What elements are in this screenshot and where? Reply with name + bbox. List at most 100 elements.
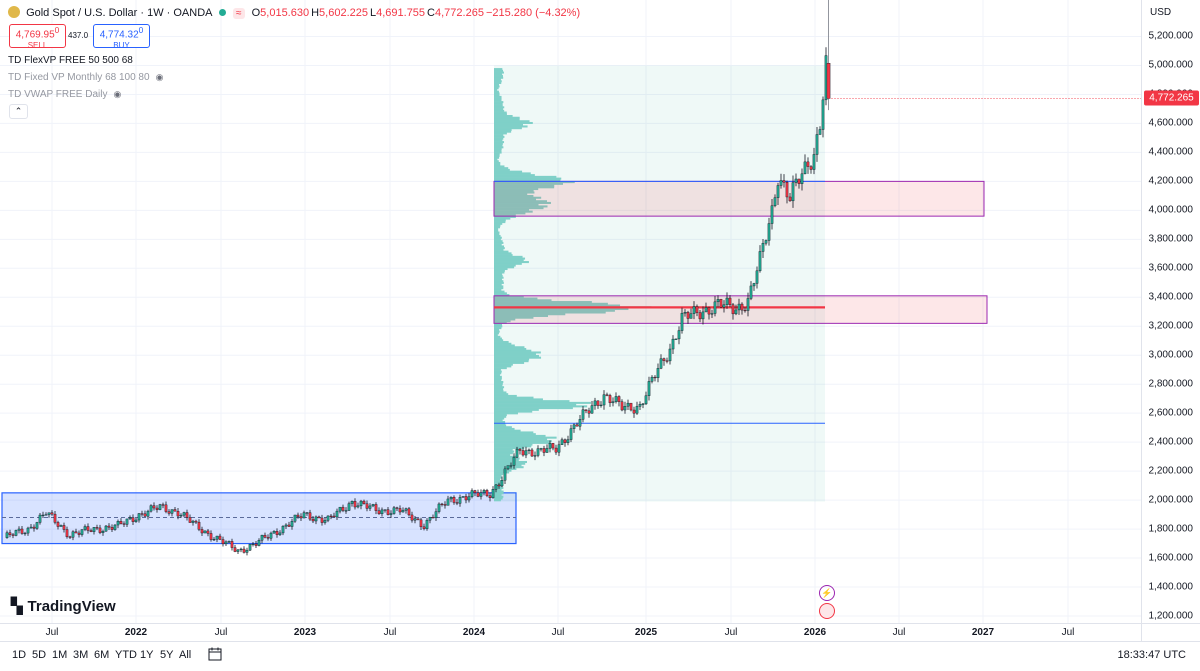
- candle-up: [38, 514, 42, 523]
- currency-label[interactable]: USD: [1150, 7, 1172, 18]
- sell-button[interactable]: 4,769.950 SELL: [9, 24, 66, 50]
- timeframe-button-all[interactable]: All: [179, 649, 192, 661]
- candle-down: [176, 511, 180, 517]
- timeframe-button-3m[interactable]: 3M: [73, 649, 89, 661]
- candle-down: [254, 543, 258, 546]
- candle-up: [335, 510, 339, 518]
- volume-profile-bar: [494, 261, 529, 264]
- candle-down: [740, 303, 744, 311]
- market-pill[interactable]: ≈: [233, 8, 245, 19]
- timeframe-button-5y[interactable]: 5Y: [160, 649, 174, 661]
- candle-up: [602, 394, 606, 406]
- candle-down: [20, 528, 24, 534]
- ohlc-values: O5,015.630 H5,602.225 L4,691.755 C4,772.265…: [252, 7, 583, 19]
- price-axis[interactable]: USD 1,200.000 1,400.000 1,600.000 1,800.000…: [1141, 0, 1200, 623]
- volume-profile-bar: [494, 370, 502, 373]
- timeframe-button-1y[interactable]: 1Y: [140, 649, 154, 661]
- volume-profile-bar: [494, 125, 528, 128]
- candle-up: [593, 400, 597, 406]
- candle-down: [440, 503, 444, 505]
- tradingview-logo[interactable]: ▚ TradingView: [11, 597, 116, 615]
- timeframe-button-ytd[interactable]: YTD: [115, 649, 137, 661]
- volume-profile-bar: [494, 382, 503, 385]
- candle-down: [464, 496, 468, 501]
- candle-down: [299, 516, 303, 519]
- candle-down: [563, 439, 567, 443]
- volume-profile-bar: [494, 217, 511, 220]
- candle-down: [497, 484, 501, 487]
- volume-profile-bar: [494, 347, 527, 351]
- candle-down: [341, 506, 345, 511]
- candle-up: [818, 129, 822, 135]
- candle-down: [221, 539, 225, 545]
- volume-profile-bar: [494, 76, 504, 79]
- candle-up: [191, 520, 195, 523]
- volume-profile-bar: [494, 330, 500, 333]
- candle-up: [437, 503, 441, 512]
- volume-profile-bar: [494, 134, 504, 137]
- candle-up: [503, 468, 507, 481]
- price-tick-label: 2,000.000: [1148, 494, 1194, 506]
- candle-down: [782, 180, 786, 183]
- eye-hidden-icon[interactable]: ◉: [113, 89, 122, 99]
- candle-down: [230, 541, 234, 548]
- candle-down: [209, 533, 213, 540]
- buy-button[interactable]: 4,774.320 BUY: [93, 24, 150, 50]
- candle-up: [80, 529, 84, 535]
- volume-profile-bar: [494, 109, 505, 112]
- timeframe-button-5d[interactable]: 5D: [32, 649, 47, 661]
- candle-down: [365, 503, 369, 509]
- volume-profile-bar: [494, 248, 504, 251]
- time-axis[interactable]: Jul 2022 Jul 2023 Jul 2024 Jul 2025 Jul 2026 Jul 20…: [0, 623, 1141, 642]
- volume-profile-bar: [494, 280, 504, 283]
- candle-down: [707, 307, 711, 315]
- candle-up: [116, 521, 120, 526]
- spread-value: 437.0: [68, 31, 89, 40]
- volume-profile-bar: [494, 121, 533, 125]
- candle-down: [308, 512, 312, 520]
- eye-hidden-icon[interactable]: ◉: [155, 72, 164, 82]
- volume-profile-bar: [494, 337, 502, 340]
- candle-down: [53, 513, 57, 523]
- candle-up: [722, 304, 726, 308]
- candle-down: [443, 504, 447, 506]
- volume-profile-bar: [494, 172, 531, 175]
- volume-profile-bar: [494, 346, 525, 349]
- volume-profile-bar: [494, 410, 533, 413]
- volume-profile-bar: [494, 92, 500, 95]
- indicator-vwap[interactable]: TD VWAP FREE Daily ◉: [8, 89, 121, 100]
- price-tick-label: 1,600.000: [1148, 552, 1194, 564]
- volume-profile-bar: [494, 469, 512, 472]
- news-lightning-icon[interactable]: ⚡: [819, 585, 835, 601]
- candle-up: [482, 490, 486, 493]
- timeframe-button-6m[interactable]: 6M: [94, 649, 110, 661]
- collapse-indicators-button[interactable]: ⌃: [9, 104, 28, 119]
- volume-profile-bar: [494, 427, 515, 430]
- candle-up: [434, 511, 438, 519]
- candle-up: [182, 512, 186, 516]
- volume-profile-bar: [494, 417, 505, 420]
- timeframe-button-1d[interactable]: 1D: [12, 649, 27, 661]
- us-flag-event-icon[interactable]: [819, 603, 835, 619]
- chart-area[interactable]: Gold Spot / U.S. Dollar · 1W · OANDA ≈ O…: [0, 0, 1141, 623]
- indicator-flexvp[interactable]: TD FlexVP FREE 50 500 68: [8, 55, 133, 66]
- utc-clock[interactable]: 18:33:47 UTC: [1117, 649, 1186, 661]
- volume-profile-bar: [494, 328, 500, 331]
- price-chart[interactable]: [0, 0, 1141, 623]
- time-tick-label: Jul: [214, 627, 228, 638]
- candle-up: [692, 306, 696, 314]
- calendar-goto-icon[interactable]: [208, 647, 222, 661]
- market-status-icon[interactable]: [218, 9, 226, 16]
- indicator-fixed-vp[interactable]: TD Fixed VP Monthly 68 100 80 ◉: [8, 72, 163, 83]
- volume-profile-bar: [494, 455, 518, 458]
- timeframe-button-1m[interactable]: 1M: [52, 649, 68, 661]
- last-price-badge: 4,772.265: [1144, 90, 1199, 106]
- candle-down: [143, 513, 147, 517]
- candle-down: [77, 532, 81, 535]
- candle-up: [425, 520, 429, 529]
- candle-up: [539, 448, 543, 450]
- price-tick-label: 1,200.000: [1148, 610, 1194, 622]
- symbol-title[interactable]: Gold Spot / U.S. Dollar · 1W · OANDA: [26, 7, 212, 19]
- ohlc-key: H: [311, 7, 320, 19]
- candle-up: [281, 525, 285, 534]
